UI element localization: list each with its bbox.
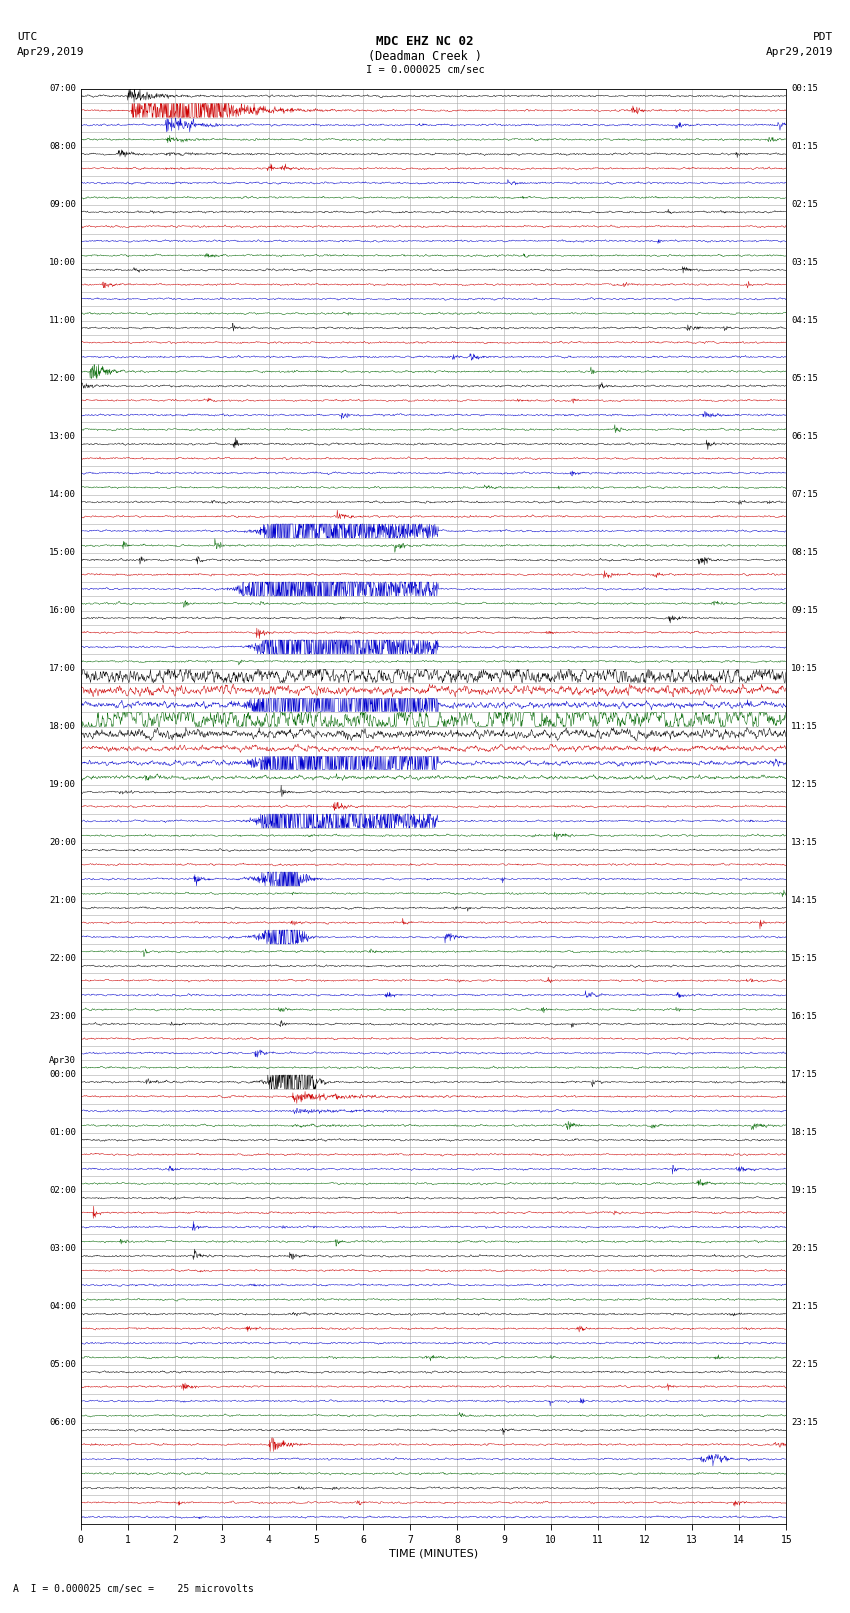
Text: 20:00: 20:00 <box>49 839 76 847</box>
Text: 16:00: 16:00 <box>49 606 76 615</box>
Text: 07:00: 07:00 <box>49 84 76 94</box>
Text: 09:15: 09:15 <box>791 606 818 615</box>
Text: 22:00: 22:00 <box>49 955 76 963</box>
Text: 14:15: 14:15 <box>791 897 818 905</box>
Text: 17:00: 17:00 <box>49 665 76 673</box>
Text: 06:00: 06:00 <box>49 1418 76 1428</box>
Text: 23:15: 23:15 <box>791 1418 818 1428</box>
Text: 22:15: 22:15 <box>791 1360 818 1369</box>
Text: UTC: UTC <box>17 32 37 42</box>
Text: 19:00: 19:00 <box>49 781 76 789</box>
Text: 15:15: 15:15 <box>791 955 818 963</box>
Text: 23:00: 23:00 <box>49 1013 76 1021</box>
Text: MDC EHZ NC 02: MDC EHZ NC 02 <box>377 35 473 48</box>
Text: 02:15: 02:15 <box>791 200 818 210</box>
Text: 03:00: 03:00 <box>49 1244 76 1253</box>
Text: 16:15: 16:15 <box>791 1013 818 1021</box>
Text: 09:00: 09:00 <box>49 200 76 210</box>
Text: 02:00: 02:00 <box>49 1186 76 1195</box>
Text: 17:15: 17:15 <box>791 1071 818 1079</box>
Text: 08:00: 08:00 <box>49 142 76 152</box>
Text: PDT: PDT <box>813 32 833 42</box>
Text: 04:15: 04:15 <box>791 316 818 326</box>
Text: A  I = 0.000025 cm/sec =    25 microvolts: A I = 0.000025 cm/sec = 25 microvolts <box>13 1584 253 1594</box>
Text: 19:15: 19:15 <box>791 1186 818 1195</box>
Text: 21:00: 21:00 <box>49 897 76 905</box>
X-axis label: TIME (MINUTES): TIME (MINUTES) <box>389 1548 478 1558</box>
Text: 01:00: 01:00 <box>49 1127 76 1137</box>
Text: 10:00: 10:00 <box>49 258 76 268</box>
Text: 03:15: 03:15 <box>791 258 818 268</box>
Text: 20:15: 20:15 <box>791 1244 818 1253</box>
Text: 21:15: 21:15 <box>791 1302 818 1311</box>
Text: Apr29,2019: Apr29,2019 <box>766 47 833 56</box>
Text: (Deadman Creek ): (Deadman Creek ) <box>368 50 482 63</box>
Text: 06:15: 06:15 <box>791 432 818 442</box>
Text: 11:15: 11:15 <box>791 723 818 731</box>
Text: 14:00: 14:00 <box>49 490 76 500</box>
Text: 00:15: 00:15 <box>791 84 818 94</box>
Text: 00:00: 00:00 <box>49 1071 76 1079</box>
Text: 04:00: 04:00 <box>49 1302 76 1311</box>
Text: Apr29,2019: Apr29,2019 <box>17 47 84 56</box>
Text: 18:00: 18:00 <box>49 723 76 731</box>
Text: I = 0.000025 cm/sec: I = 0.000025 cm/sec <box>366 65 484 74</box>
Text: 08:15: 08:15 <box>791 548 818 556</box>
Text: 12:15: 12:15 <box>791 781 818 789</box>
Text: 18:15: 18:15 <box>791 1127 818 1137</box>
Text: 10:15: 10:15 <box>791 665 818 673</box>
Text: 01:15: 01:15 <box>791 142 818 152</box>
Text: 15:00: 15:00 <box>49 548 76 556</box>
Text: Apr30: Apr30 <box>49 1057 76 1065</box>
Text: 05:00: 05:00 <box>49 1360 76 1369</box>
Text: 05:15: 05:15 <box>791 374 818 384</box>
Text: 13:15: 13:15 <box>791 839 818 847</box>
Text: 12:00: 12:00 <box>49 374 76 384</box>
Text: 11:00: 11:00 <box>49 316 76 326</box>
Text: 07:15: 07:15 <box>791 490 818 500</box>
Text: 13:00: 13:00 <box>49 432 76 442</box>
